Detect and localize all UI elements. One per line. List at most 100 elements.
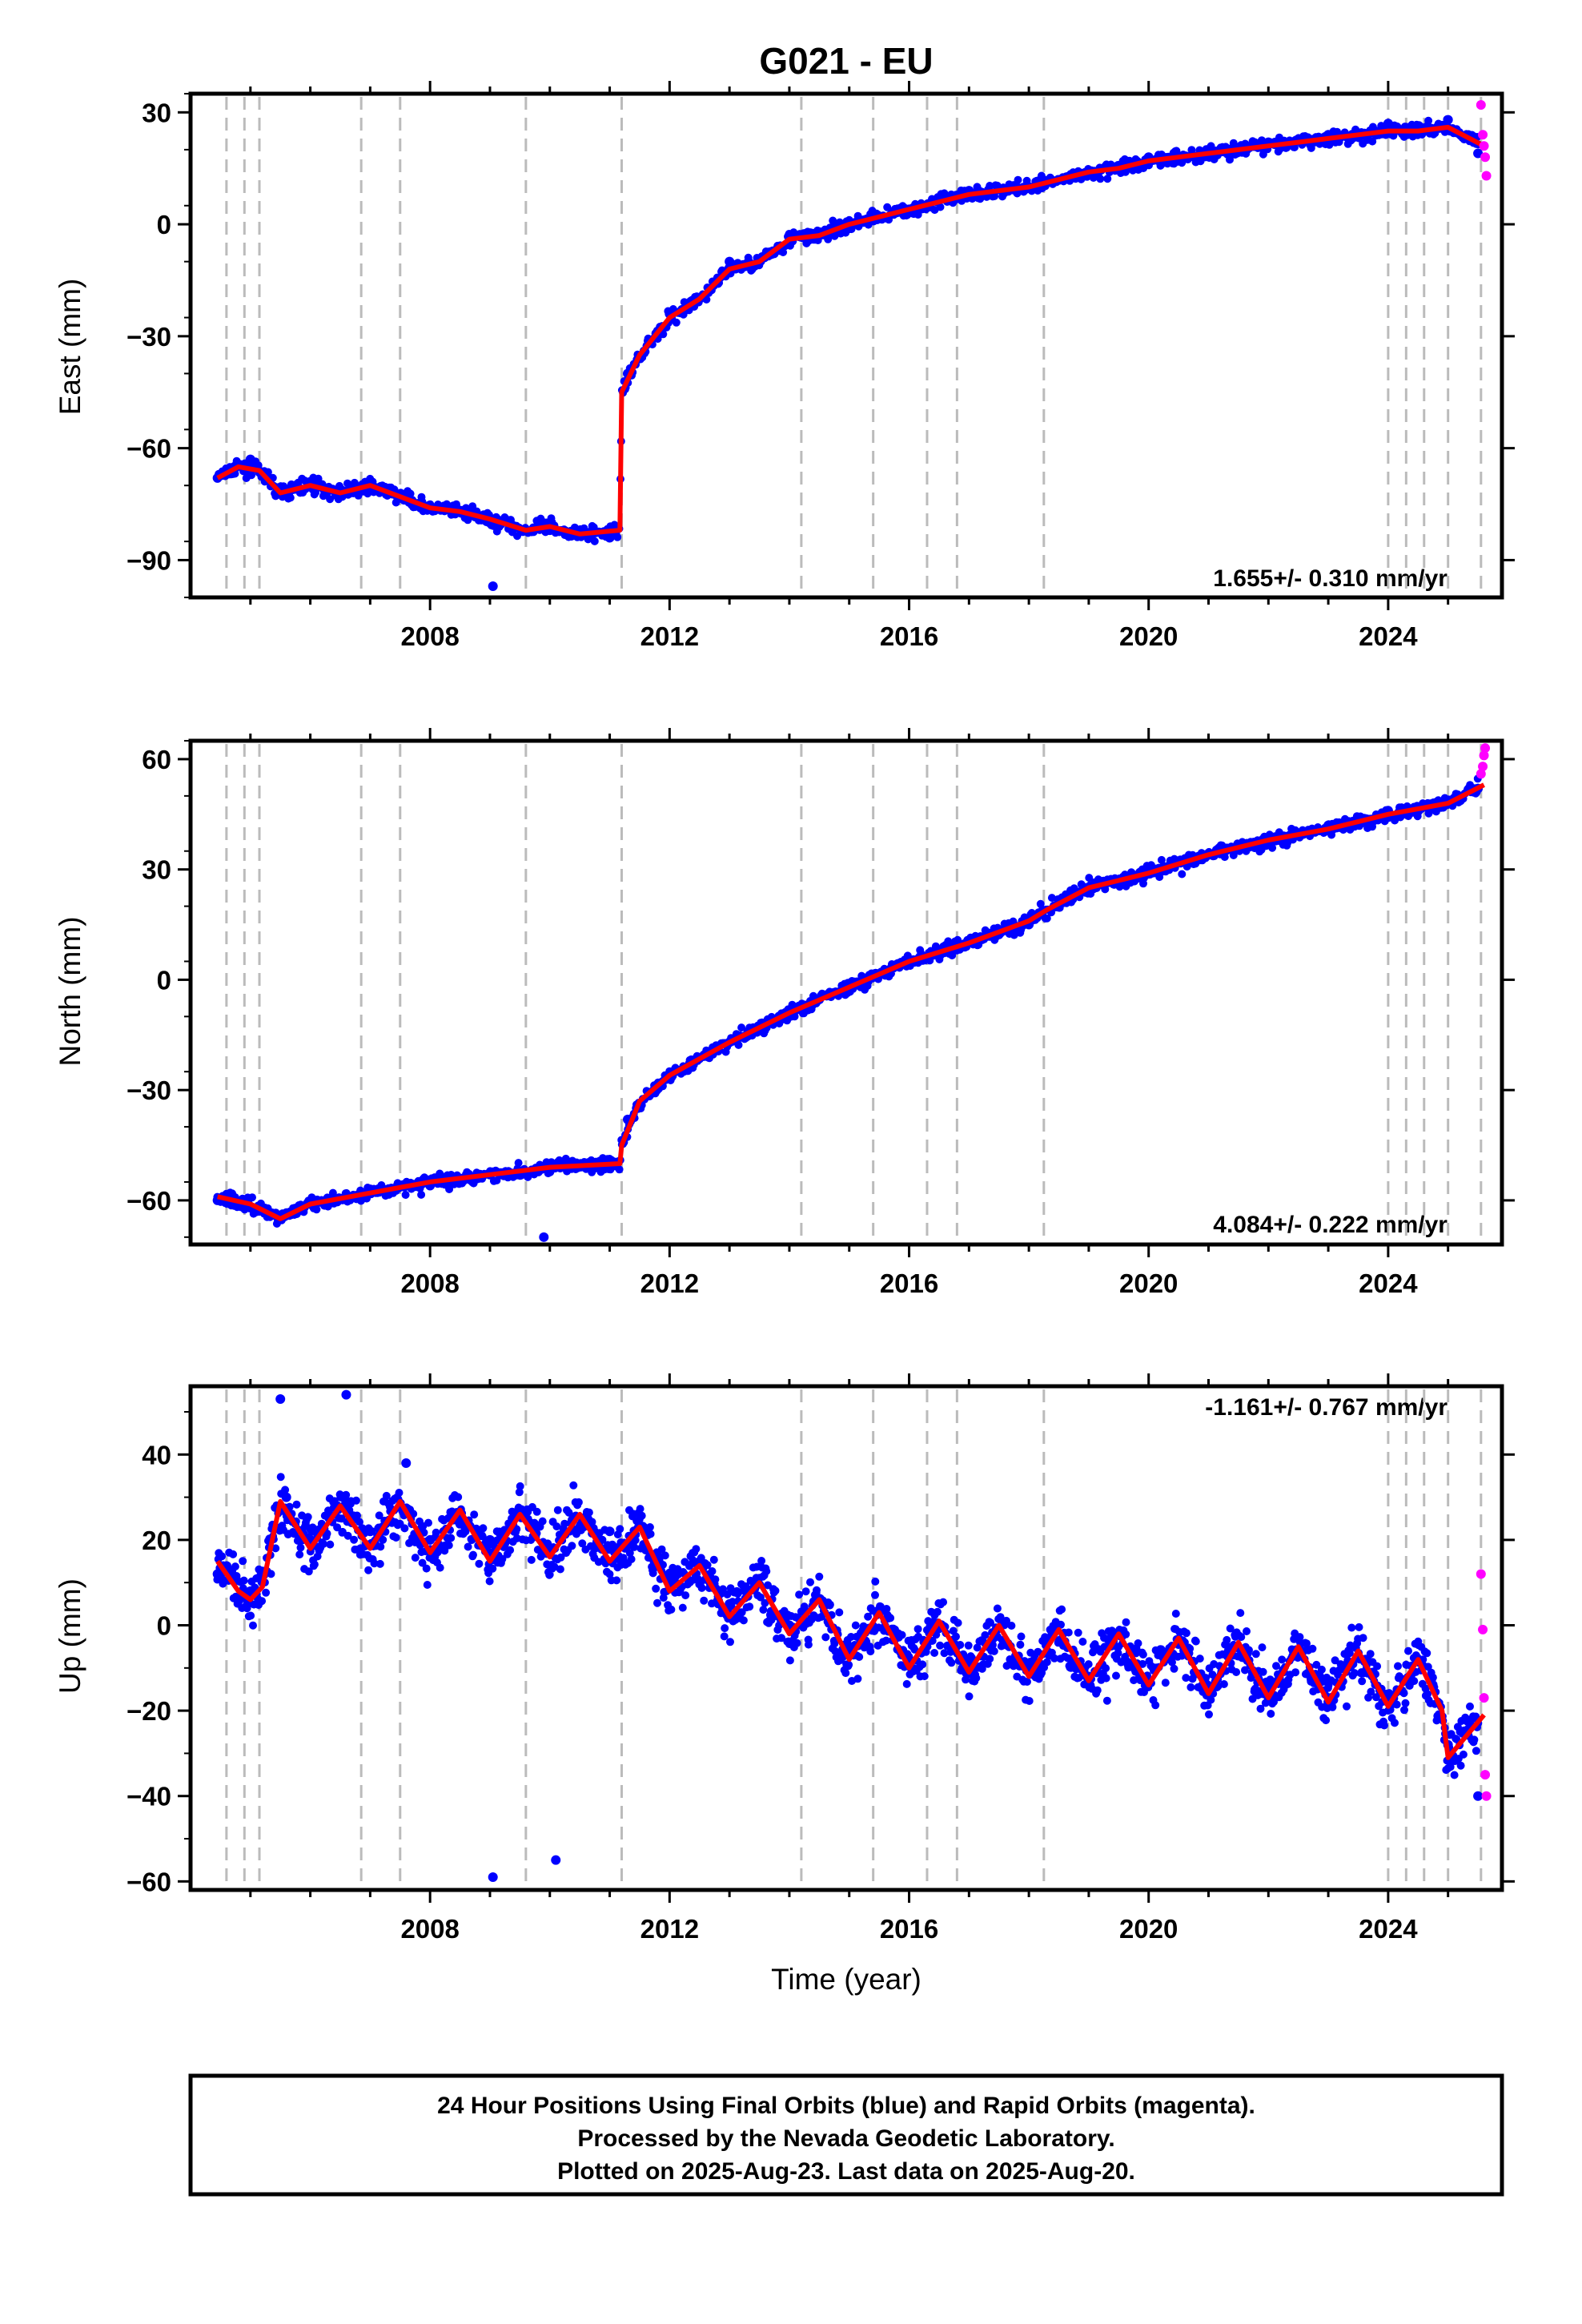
east-xtick-label: 2024 bbox=[1359, 621, 1418, 651]
up-final-point bbox=[365, 1526, 375, 1537]
east-point-cloud bbox=[213, 115, 1483, 545]
up-final-point bbox=[844, 1642, 854, 1652]
north-rapid-points bbox=[1476, 743, 1491, 779]
north-rapid-point bbox=[1478, 762, 1488, 772]
east-ytick-label: 0 bbox=[157, 210, 171, 239]
north-ytick-label: 0 bbox=[157, 965, 171, 995]
up-xtick-label: 2024 bbox=[1359, 1914, 1418, 1944]
north-ylabel: North (mm) bbox=[54, 916, 86, 1066]
north-rapid-point bbox=[1479, 750, 1489, 761]
footer-line-1: 24 Hour Positions Using Final Orbits (bl… bbox=[437, 2093, 1255, 2119]
up-final-point bbox=[604, 1526, 615, 1537]
north-final-point bbox=[539, 1232, 549, 1242]
up-ytick-label: 0 bbox=[157, 1611, 171, 1641]
east-rapid-points bbox=[1476, 99, 1492, 181]
east-ytick-label: −30 bbox=[126, 322, 171, 352]
north-rate-label: 4.084+/- 0.222 mm/yr bbox=[1213, 1212, 1447, 1238]
east-rapid-point bbox=[1476, 99, 1486, 110]
east-final-point bbox=[725, 256, 735, 267]
east-final-points bbox=[212, 115, 1484, 592]
north-final-points bbox=[212, 783, 1484, 1242]
east-model-line bbox=[216, 124, 1485, 537]
up-final-point bbox=[484, 1534, 495, 1545]
up-rapid-point bbox=[1479, 1693, 1489, 1703]
up-xtick-label: 2012 bbox=[640, 1914, 699, 1944]
east-xtick-label: 2008 bbox=[400, 621, 459, 651]
north-xtick-label: 2012 bbox=[640, 1269, 699, 1298]
north-rapid-point bbox=[1480, 743, 1491, 754]
up-xtick-label: 2016 bbox=[880, 1914, 938, 1944]
north-xtick-label: 2020 bbox=[1119, 1269, 1178, 1298]
east-rapid-point bbox=[1479, 141, 1489, 151]
east-ytick-label: −60 bbox=[126, 434, 171, 464]
x-axis-label: Time (year) bbox=[771, 1963, 921, 1996]
east-rapid-point bbox=[1481, 171, 1492, 181]
east-final-point bbox=[245, 454, 255, 464]
east-ytick-label: 30 bbox=[142, 98, 171, 127]
north-ytick-label: −60 bbox=[126, 1186, 171, 1216]
up-model-line bbox=[215, 1498, 1486, 1760]
east-final-point bbox=[1383, 119, 1393, 129]
footer-frame bbox=[188, 2073, 1504, 2197]
up-final-point bbox=[401, 1458, 412, 1468]
east-rapid-point bbox=[1480, 152, 1491, 163]
up-point-cloud-marks bbox=[213, 1473, 1483, 1779]
east-final-point bbox=[1473, 148, 1484, 159]
chart-title: G021 - EU bbox=[759, 40, 933, 82]
east-event-lines bbox=[225, 97, 1483, 594]
up-ytick-label: −60 bbox=[126, 1867, 171, 1896]
north-model-line bbox=[217, 782, 1485, 1221]
north-point-cloud bbox=[213, 774, 1482, 1228]
up-final-point bbox=[275, 1393, 286, 1404]
north-ytick-label: −30 bbox=[126, 1076, 171, 1105]
north-xtick-label: 2016 bbox=[880, 1269, 938, 1298]
up-panel: Up (mm) -1.161+/- 0.767 mm/yr 40 20 0 −20 −4… bbox=[54, 1373, 1515, 1944]
up-final-point bbox=[341, 1389, 351, 1400]
north-ytick-label: 60 bbox=[142, 745, 171, 774]
east-rapid-point bbox=[1478, 130, 1488, 140]
north-xtick-label: 2024 bbox=[1359, 1269, 1418, 1298]
up-frame bbox=[188, 1384, 1504, 1892]
north-rapid-point bbox=[1476, 769, 1486, 779]
east-xtick-label: 2016 bbox=[880, 621, 938, 651]
up-rapid-points bbox=[1476, 1569, 1492, 1801]
footer-line-3: Plotted on 2025-Aug-23. Last data on 202… bbox=[557, 2158, 1135, 2185]
up-rate-label: -1.161+/- 0.767 mm/yr bbox=[1205, 1394, 1447, 1421]
up-ylabel: Up (mm) bbox=[54, 1578, 86, 1694]
east-ylabel: East (mm) bbox=[54, 279, 86, 416]
east-final-point bbox=[488, 581, 498, 592]
north-ytick-label: 30 bbox=[142, 855, 171, 885]
up-final-point bbox=[488, 1872, 498, 1883]
east-rate-label: 1.655+/- 0.310 mm/yr bbox=[1213, 565, 1447, 592]
north-xtick-label: 2008 bbox=[400, 1269, 459, 1298]
north-frame bbox=[188, 738, 1504, 1247]
up-rapid-point bbox=[1476, 1569, 1486, 1579]
up-final-point bbox=[212, 1569, 223, 1579]
up-final-point bbox=[425, 1534, 436, 1545]
up-final-point bbox=[551, 1855, 561, 1865]
up-rapid-point bbox=[1481, 1791, 1492, 1801]
up-ytick-label: 20 bbox=[142, 1526, 171, 1555]
up-xtick-label: 2020 bbox=[1119, 1914, 1178, 1944]
up-rapid-point bbox=[1480, 1770, 1491, 1780]
up-final-point bbox=[725, 1598, 735, 1609]
up-ytick-label: −20 bbox=[126, 1696, 171, 1726]
north-panel: North (mm) 4.084+/- 0.222 mm/yr 60 30 0 −30… bbox=[54, 728, 1515, 1298]
up-rapid-point bbox=[1478, 1624, 1488, 1634]
east-ytick-label: −90 bbox=[126, 545, 171, 575]
up-point-cloud bbox=[213, 1473, 1483, 1779]
up-ytick-label: −40 bbox=[126, 1782, 171, 1811]
footer-line-2: Processed by the Nevada Geodetic Laborat… bbox=[577, 2125, 1114, 2152]
east-xtick-label: 2020 bbox=[1119, 621, 1178, 651]
footer-box: 24 Hour Positions Using Final Orbits (bl… bbox=[188, 2073, 1504, 2197]
east-point-cloud-marks bbox=[213, 115, 1483, 545]
up-final-point bbox=[245, 1586, 255, 1596]
east-final-point bbox=[1443, 115, 1453, 125]
up-final-point bbox=[1473, 1791, 1484, 1801]
north-point-cloud-marks bbox=[213, 774, 1482, 1228]
east-panel: East (mm) 1.655+/- 0.310 mm/yr 30 0 −30 −60… bbox=[54, 81, 1515, 651]
up-ytick-label: 40 bbox=[142, 1440, 171, 1470]
up-xtick-label: 2008 bbox=[400, 1914, 459, 1944]
east-frame bbox=[188, 91, 1504, 600]
